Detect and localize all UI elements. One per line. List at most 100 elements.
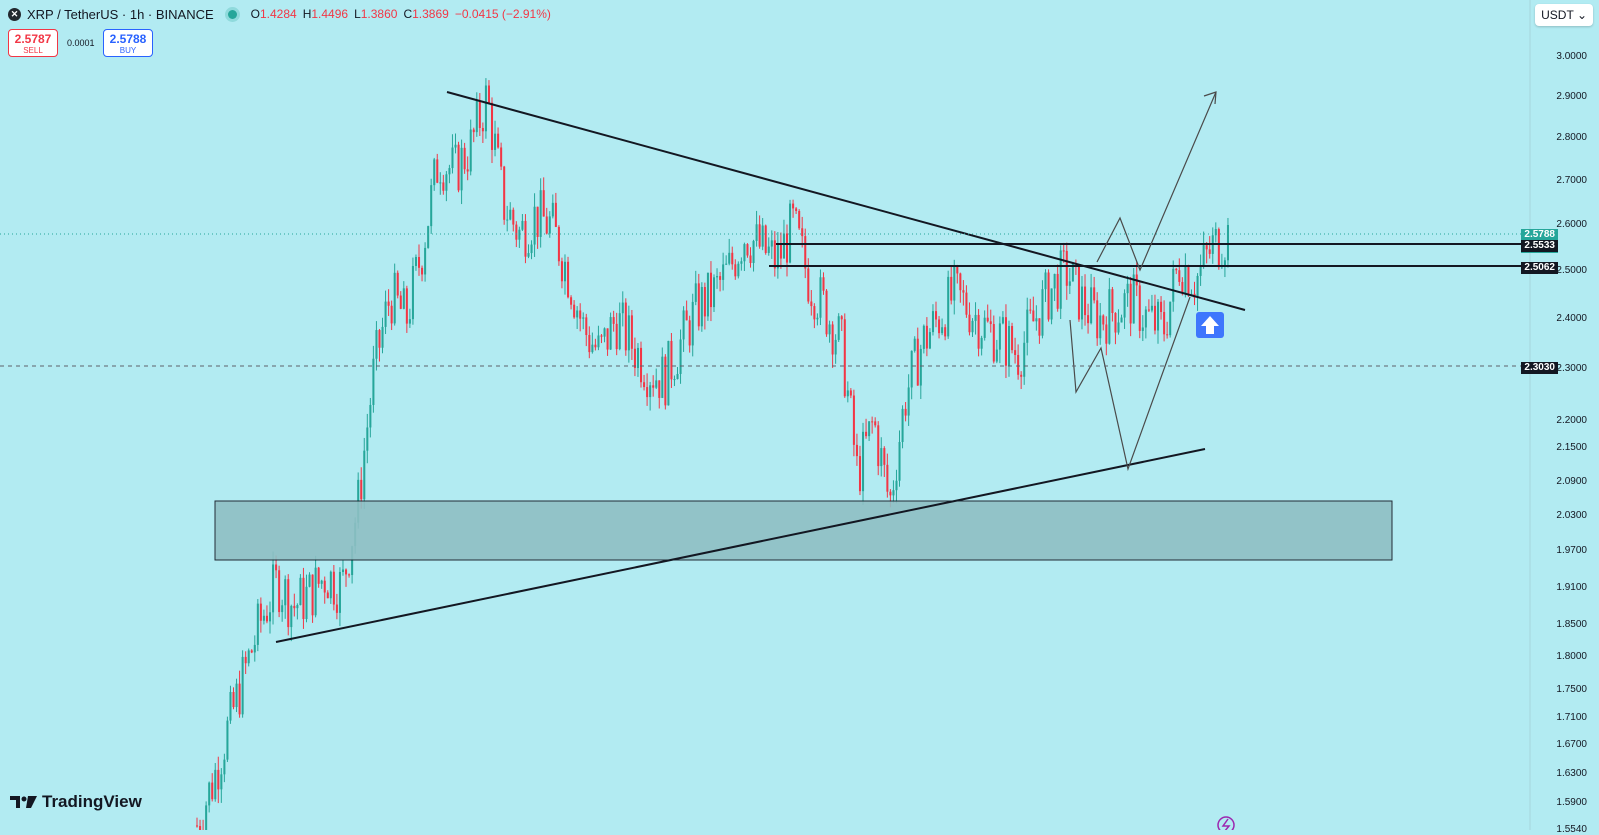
candle-body xyxy=(484,85,487,132)
candle-body xyxy=(512,209,515,225)
price-tick-label: 1.5900 xyxy=(1556,797,1587,809)
up-arrow-icon[interactable] xyxy=(1196,312,1224,338)
candle-body xyxy=(366,427,369,451)
buy-button[interactable]: 2.5788 BUY xyxy=(103,29,153,57)
candle-body xyxy=(1004,317,1007,366)
high-label: H xyxy=(302,7,312,21)
lightning-icon[interactable] xyxy=(1217,816,1235,830)
candle-body xyxy=(1062,250,1065,252)
price-tick-label: 2.1500 xyxy=(1556,442,1587,454)
candle-body xyxy=(472,129,475,133)
candle-body xyxy=(925,325,928,349)
candle-body xyxy=(789,203,792,263)
candle-body xyxy=(1217,229,1220,268)
candle-body xyxy=(974,314,977,321)
candle-body xyxy=(427,226,430,248)
projection-path-upper[interactable] xyxy=(1096,91,1217,272)
candle-body xyxy=(694,283,697,302)
candle-body xyxy=(798,211,801,229)
price-tick-label: 2.9000 xyxy=(1556,90,1587,102)
candle-body xyxy=(752,240,755,264)
candle-body xyxy=(950,276,953,301)
price-tick-label: 2.6000 xyxy=(1556,218,1587,230)
open-value: 1.4284 xyxy=(259,7,297,21)
candle-body xyxy=(314,567,317,616)
candle-body xyxy=(1077,264,1080,320)
candle-body xyxy=(1050,288,1053,320)
candle-body xyxy=(387,301,390,306)
candle-body xyxy=(989,321,992,325)
candle-body xyxy=(424,247,427,275)
open-label: O xyxy=(250,7,260,21)
candle-body xyxy=(539,190,542,237)
candle-body xyxy=(935,311,938,320)
price-badge-label: 2.3030 xyxy=(1524,361,1555,373)
candle-body xyxy=(883,448,886,465)
candle-body xyxy=(1141,327,1144,331)
candle-body xyxy=(405,288,408,324)
candle-body xyxy=(545,216,548,234)
candle-body xyxy=(1144,309,1147,328)
candle-body xyxy=(515,224,518,240)
candle-body xyxy=(329,571,332,599)
buy-price: 2.5788 xyxy=(109,32,147,46)
candle-body xyxy=(627,315,630,351)
candle-body xyxy=(573,304,576,318)
candle-body xyxy=(819,277,822,318)
candle-body xyxy=(1096,300,1099,339)
projection-path-lower[interactable] xyxy=(1069,296,1191,472)
candle-body xyxy=(719,276,722,280)
price-tick-label: 2.5000 xyxy=(1556,265,1587,277)
candle-body xyxy=(804,236,807,269)
candle-body xyxy=(585,317,588,336)
candle-body xyxy=(1059,250,1062,309)
demand-zone-rectangle[interactable] xyxy=(214,500,1393,561)
price-tick-label: 1.6300 xyxy=(1556,767,1587,779)
high-value: 1.4496 xyxy=(311,7,349,21)
candle-body xyxy=(253,644,256,653)
ascending-trendline[interactable] xyxy=(275,448,1206,643)
price-tick-label: 1.9100 xyxy=(1556,581,1587,593)
tradingview-logo[interactable]: TradingView xyxy=(10,792,142,812)
candle-body xyxy=(992,324,995,362)
candle-body xyxy=(457,144,460,191)
candle-body xyxy=(658,380,661,398)
descending-trendline[interactable] xyxy=(446,91,1246,311)
currency-label: USDT xyxy=(1541,8,1574,22)
candle-body xyxy=(509,209,512,220)
candle-body xyxy=(670,340,673,380)
candle-body xyxy=(235,683,238,708)
candle-body xyxy=(338,571,341,613)
sell-button[interactable]: 2.5787 SELL xyxy=(8,29,58,57)
candle-body xyxy=(490,102,494,150)
symbol-title[interactable]: XRP / TetherUS · 1h · BINANCE xyxy=(27,6,214,22)
price-tick-label: 2.4000 xyxy=(1556,313,1587,325)
candle-body xyxy=(326,592,329,599)
candle-body xyxy=(828,324,831,335)
candle-body xyxy=(503,166,506,220)
candle-body xyxy=(1153,305,1157,331)
drawings-layer[interactable] xyxy=(0,91,1548,830)
candle-body xyxy=(956,266,959,274)
symbol-header: ✕ XRP / TetherUS · 1h · BINANCE O1.4284 … xyxy=(8,6,551,22)
candle-body xyxy=(731,252,734,265)
candle-body xyxy=(332,571,335,605)
candle-body xyxy=(1001,317,1004,324)
candle-body xyxy=(536,206,539,237)
candle-body xyxy=(770,240,773,247)
price-badge: 2.3030 xyxy=(1521,361,1558,374)
candle-body xyxy=(1065,250,1068,286)
candle-body xyxy=(764,225,767,253)
candle-body xyxy=(360,479,363,500)
candle-body xyxy=(378,330,381,348)
candle-body xyxy=(576,310,579,318)
candle-body xyxy=(436,159,439,183)
currency-selector[interactable]: USDT ⌄ xyxy=(1535,4,1593,26)
candle-body xyxy=(1020,374,1023,377)
candle-body xyxy=(649,385,652,398)
candle-body xyxy=(1181,281,1184,294)
candle-body xyxy=(1205,245,1208,250)
candle-body xyxy=(563,261,567,282)
candle-body xyxy=(594,344,597,348)
